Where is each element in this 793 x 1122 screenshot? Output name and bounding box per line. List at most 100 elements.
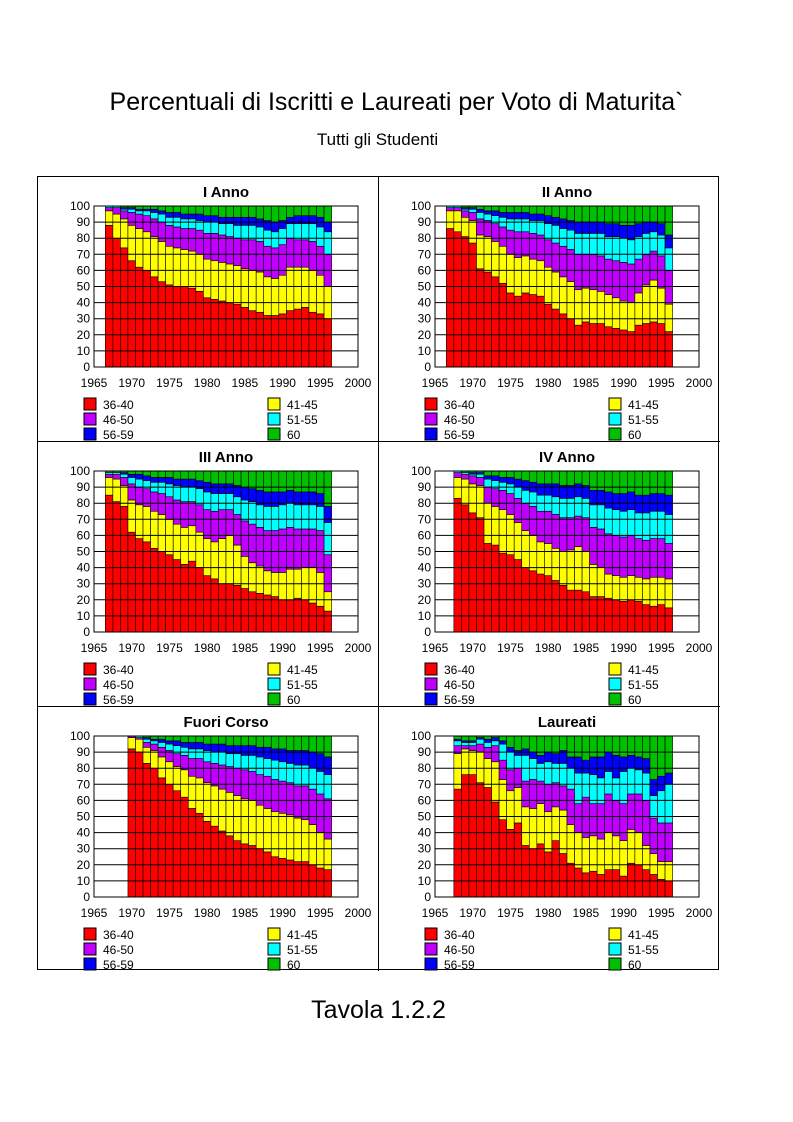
bar-segment (506, 212, 515, 220)
bar-segment (172, 470, 182, 480)
bar-segment (446, 228, 455, 368)
bar-segment (483, 502, 492, 544)
bar-segment (286, 237, 295, 268)
bar-segment (127, 499, 136, 533)
bar-segment (248, 591, 257, 633)
bar-segment (506, 218, 515, 231)
bar-segment (581, 287, 590, 323)
bar-segment (566, 517, 575, 551)
bar-segment (528, 758, 538, 780)
x-tick-label: 1970 (118, 376, 145, 390)
bar-segment (218, 788, 227, 832)
bar-segment (544, 510, 553, 544)
bar-segment (165, 205, 174, 213)
bar-segment (611, 236, 621, 262)
bar-segment (513, 470, 523, 480)
bar-segment (604, 597, 613, 633)
bar-segment (461, 504, 470, 633)
bar-segment (150, 212, 159, 220)
x-tick-label: 1995 (648, 641, 675, 655)
bar-segment (566, 498, 575, 518)
x-tick-label: 1990 (269, 376, 296, 390)
bar-segment (180, 470, 189, 480)
x-tick-label: 2000 (686, 641, 713, 655)
bar-segment (506, 483, 515, 494)
bar-segment (498, 212, 507, 218)
legend-label: 51-55 (287, 678, 318, 692)
bar-segment (498, 481, 507, 491)
legend-label: 51-55 (628, 943, 659, 957)
legend-swatch (424, 927, 438, 941)
bar-segment (157, 281, 166, 368)
bar-segment (649, 735, 658, 780)
bar-segment (233, 496, 242, 515)
legend-label: 41-45 (628, 398, 659, 412)
legend-swatch (267, 427, 281, 441)
bar-segment (611, 223, 621, 237)
bar-segment (157, 742, 166, 748)
bar-segment (544, 223, 553, 241)
bar-segment (210, 743, 219, 753)
bar-segment (316, 793, 325, 833)
bar-segment (551, 216, 560, 226)
y-tick-label: 50 (77, 810, 91, 824)
bar-segment (491, 223, 500, 242)
legend-swatch (608, 662, 622, 676)
bar-segment (180, 205, 189, 215)
bar-segment (491, 506, 500, 546)
bar-segment (521, 490, 530, 504)
bar-segment (498, 759, 507, 780)
bar-segment (566, 589, 575, 633)
y-tick-label: 40 (77, 826, 91, 840)
bar-segment (263, 851, 272, 898)
bar-segment (187, 775, 197, 809)
bar-segment (180, 755, 189, 771)
panel-laureati: Laureati 0 10 20 30 40 50 60 70 80 90 100 1965 1970 19… (379, 707, 720, 971)
bar-segment (627, 302, 636, 332)
bar-segment (642, 772, 651, 801)
bar-segment (544, 205, 553, 216)
bar-segment (664, 880, 673, 898)
bar-segment (498, 226, 507, 247)
y-tick-label: 50 (418, 545, 432, 559)
bar-segment (142, 215, 151, 233)
bar-segment (112, 213, 121, 239)
bar-segment (263, 530, 272, 572)
bar-segment (323, 869, 332, 898)
x-tick-label: 1970 (118, 641, 145, 655)
bar-segment (187, 748, 197, 759)
bar-segment (551, 782, 560, 808)
bar-segment (461, 216, 470, 237)
bar-segment (142, 742, 151, 748)
bar-segment (157, 205, 166, 212)
bar-segment (270, 811, 280, 858)
plot-frame (93, 205, 359, 368)
y-tick-label: 0 (83, 360, 90, 374)
bar-segment (521, 845, 530, 898)
bar-segment (483, 213, 492, 221)
bar-segment (225, 223, 234, 237)
bar-segment (225, 766, 234, 793)
bar-segment (157, 477, 166, 483)
bar-segment (574, 515, 583, 547)
bar-segment (142, 231, 151, 271)
x-tick-label: 1965 (81, 376, 108, 390)
bar-segment (263, 276, 272, 316)
bar-segment (240, 735, 249, 746)
bar-segment (218, 470, 227, 485)
bar-segment (483, 738, 492, 743)
bar-segment (513, 735, 523, 751)
bar-segment (649, 874, 658, 898)
bar-segment (195, 812, 204, 898)
bar-segment (468, 475, 477, 485)
bar-segment (611, 869, 621, 898)
bar-segment (649, 321, 658, 368)
bar-segment (476, 212, 485, 220)
legend-label: 56-59 (103, 958, 134, 971)
bar-segment (544, 811, 553, 853)
bar-segment (483, 470, 492, 477)
bar-segment (195, 531, 204, 568)
bar-segment (604, 205, 613, 225)
bar-segment (308, 528, 317, 568)
x-tick-label: 2000 (686, 906, 713, 920)
